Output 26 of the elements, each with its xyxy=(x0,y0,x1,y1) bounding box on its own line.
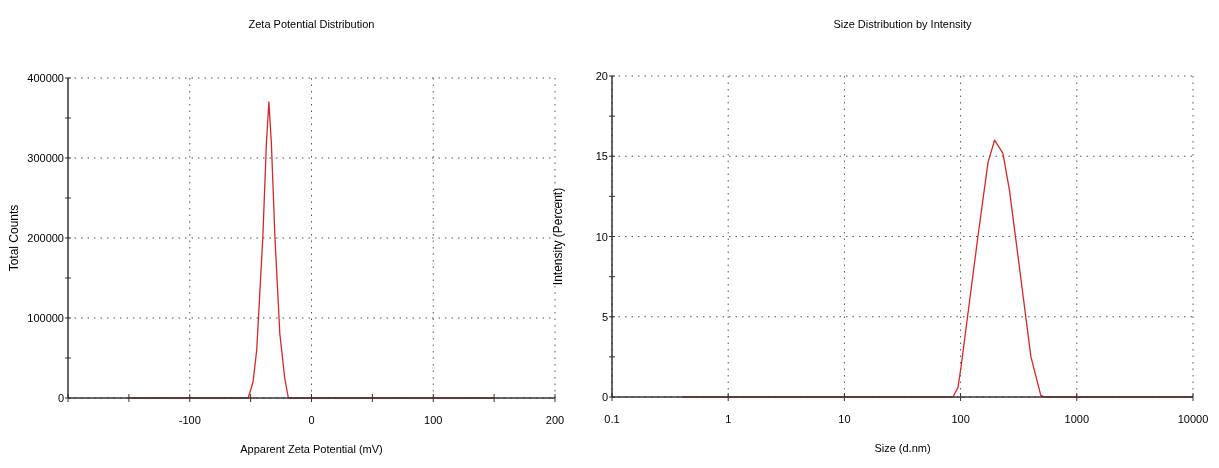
chart-title: Size Distribution by Intensity xyxy=(833,18,973,30)
x-tick-label: 10000 xyxy=(1177,413,1209,425)
y-tick-label: 300000 xyxy=(27,152,64,164)
x-tick-label: 1000 xyxy=(1064,413,1090,425)
y-tick-label: 10 xyxy=(595,230,608,243)
x-axis-title: Apparent Zeta Potential (mV) xyxy=(240,443,383,455)
x-tick-label: 100 xyxy=(424,414,443,426)
x-tick-label: -100 xyxy=(178,414,201,426)
y-tick-label: 0 xyxy=(57,392,64,404)
x-tick-label: 100 xyxy=(951,413,970,425)
y-tick-label: 100000 xyxy=(27,312,64,324)
x-tick-label: 0.1 xyxy=(604,413,620,425)
x-tick-label: 10 xyxy=(838,413,851,425)
chart-title: Zeta Potential Distribution xyxy=(248,18,375,30)
y-axis-title: Intensity (Percent) xyxy=(551,187,565,286)
y-tick-label: 0 xyxy=(601,391,608,403)
x-tick-label: 1 xyxy=(725,413,732,425)
x-tick-label: 0 xyxy=(308,414,315,426)
y-axis-title: Total Counts xyxy=(7,204,21,272)
y-tick-label: 400000 xyxy=(27,72,64,84)
y-tick-label: 15 xyxy=(595,150,608,163)
y-tick-label: 5 xyxy=(601,310,608,323)
x-tick-label: 200 xyxy=(545,414,565,426)
y-tick-label: 20 xyxy=(595,70,608,82)
x-axis-title: Size (d.nm) xyxy=(874,442,931,454)
y-tick-label: 200000 xyxy=(27,232,64,244)
